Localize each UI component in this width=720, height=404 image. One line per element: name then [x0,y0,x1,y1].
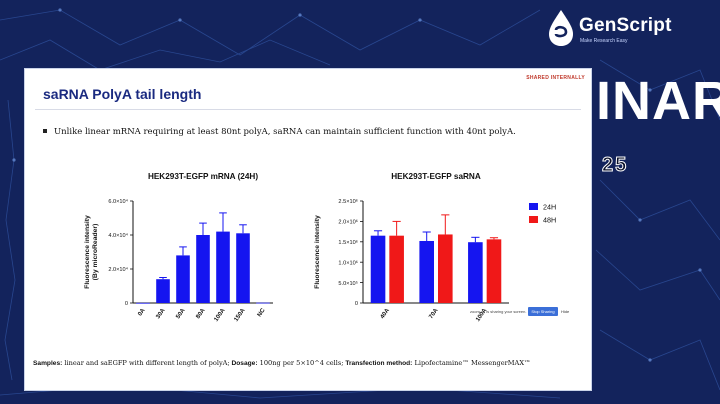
brand-name: GenScript [579,15,672,36]
bar [370,235,386,303]
footer-dosage-label: Dosage: [229,360,258,367]
legend-label: 48H [543,216,556,225]
bar [438,234,453,303]
slide-title: saRNA PolyA tail length [43,86,202,102]
legend-label: 24H [543,203,556,212]
y-tick-label: 2.0×10⁴ [108,266,128,273]
legend-swatch [529,216,538,223]
legend-swatch [529,203,538,210]
y-tick-label: 0 [125,301,128,307]
y-tick-label: 4.0×10⁴ [108,232,128,239]
bullet-square-icon [43,129,47,133]
shared-internally-badge: SHARED INTERNALLY [526,75,585,81]
share-note: zoom.us is sharing your screen. [470,309,527,314]
footer-samples-text: linear and saEGFP with different length … [62,359,230,367]
bar [176,255,190,303]
footer-method-label: Transfection method: [343,360,413,367]
chart-title: HEK293T-EGFP saRNA [391,172,481,181]
y-axis-label-line: (By microReader) [92,224,99,281]
y-tick-label: 6.0×10⁴ [108,198,128,205]
bar [136,302,150,304]
stop-sharing-button[interactable]: Stop Sharing [528,307,558,316]
chart-sarna: HEK293T-EGFP saRNA Fluorescence intensity… [314,172,556,323]
bar [468,242,483,303]
bar [419,240,434,303]
x-tick-label: NC [257,307,267,318]
y-axis-label-line: Fluorescence intensity [314,215,321,289]
slide-footer: Samples: linear and saEGFP with differen… [33,359,531,367]
x-tick-label: 80A [195,307,207,320]
y-tick-label: 0 [355,301,358,307]
x-tick-label: 50A [175,307,187,320]
footer-dosage-text: 100ng per 5×10^4 cells; [257,359,344,367]
x-tick-label: 150A [233,307,247,323]
y-tick-label: 2.5×10⁶ [338,198,358,205]
presentation-slide: SHARED INTERNALLY saRNA PolyA tail lengt… [24,68,592,391]
footer-samples-label: Samples: [33,360,63,367]
bullet-point: Unlike linear mRNA requiring at least 80… [43,127,516,137]
bar [156,279,170,303]
chart-title: HEK293T-EGFP mRNA (24H) [148,172,258,181]
y-tick-label: 2.0×10⁶ [338,219,358,226]
bar [216,231,230,303]
x-tick-label: 30A [155,307,167,320]
brand-tagline: Make Research Easy [580,38,628,44]
bar [196,235,210,303]
bar [486,239,502,303]
x-tick-label: 100A [213,307,227,323]
footer-method-text: Lipofectamine™ MessengerMAX™ [412,359,531,367]
y-axis-label-line: Fluorescence intensity [84,215,91,289]
webinar-background-word: INAR [596,71,720,131]
chart-mrna: HEK293T-EGFP mRNA (24H) Fluorescence inte… [84,172,273,323]
bar [256,302,270,304]
webinar-background-year: 25 [601,154,629,177]
x-tick-label: 40A [380,307,392,320]
bar [236,233,250,303]
bullet-text: Unlike linear mRNA requiring at least 80… [54,127,516,137]
y-tick-label: 5.0×10⁵ [338,280,358,287]
bar [389,235,404,303]
x-tick-label: 0A [137,307,147,317]
y-axis-label: Fluorescence intensity [314,215,321,289]
genscript-logo-icon [549,10,573,46]
title-divider [35,109,581,110]
hide-button[interactable]: Hide [561,309,570,314]
y-axis-label: Fluorescence intensity(By microReader) [84,215,99,289]
y-tick-label: 1.5×10⁶ [338,239,358,246]
y-tick-label: 1.0×10⁶ [338,259,358,266]
x-tick-label: 70A [428,307,440,320]
